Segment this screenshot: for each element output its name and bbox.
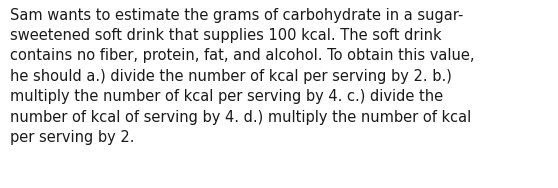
Text: Sam wants to estimate the grams of carbohydrate in a sugar-
sweetened soft drink: Sam wants to estimate the grams of carbo… xyxy=(10,8,474,145)
